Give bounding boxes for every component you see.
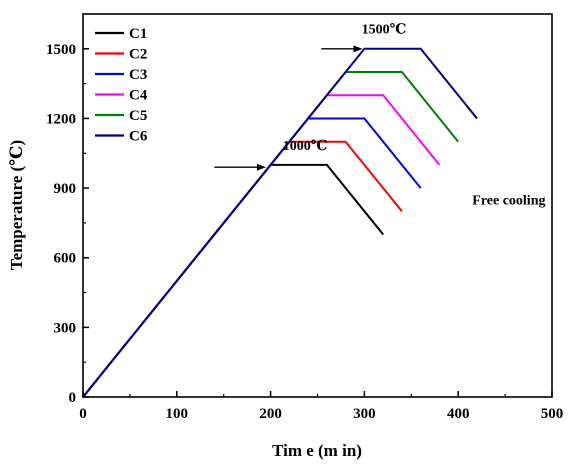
y-tick-label: 1500	[46, 42, 76, 58]
y-tick-label: 900	[54, 181, 77, 197]
x-axis-title: Tim e (m in)	[272, 441, 362, 460]
legend-label-c5: C5	[129, 108, 147, 124]
series-line-c1	[82, 163, 384, 398]
x-tick-label: 500	[541, 406, 564, 422]
annotation-label: 1000℃	[283, 139, 328, 154]
legend-label-c2: C2	[129, 47, 147, 63]
legend-label-c1: C1	[129, 26, 147, 42]
y-tick-label: 300	[54, 320, 77, 336]
axis-ticks: 0 100 200 300 400 500 0 300 600 900 1200 1500	[46, 42, 563, 422]
y-tick-label: 1200	[46, 111, 76, 127]
x-tick-label: 0	[79, 406, 87, 422]
legend-label-c6: C6	[129, 129, 148, 145]
series-line-c2	[82, 140, 403, 398]
annotation-label: Free cooling	[472, 193, 545, 208]
x-tick-label: 300	[353, 406, 376, 422]
series-line-c3	[82, 117, 422, 398]
annotation-label: 1500℃	[362, 22, 407, 37]
annotations: 1000℃ 1500℃ Free cooling	[214, 22, 546, 208]
x-tick-label: 400	[447, 406, 470, 422]
annotation-arrow-head	[353, 45, 363, 53]
y-axis-title: Temperature (℃)	[7, 140, 26, 270]
annotation-arrow-head	[256, 163, 266, 171]
legend-label-c3: C3	[129, 67, 147, 83]
y-tick-label: 600	[54, 251, 77, 267]
series-line-c6	[82, 47, 478, 398]
x-tick-label: 200	[259, 406, 282, 422]
legend: C1 C2 C3 C4 C5 C6	[95, 26, 148, 145]
plot-lines	[82, 47, 478, 398]
y-tick-label: 0	[69, 390, 77, 406]
x-tick-label: 100	[166, 406, 189, 422]
legend-label-c4: C4	[129, 88, 148, 104]
